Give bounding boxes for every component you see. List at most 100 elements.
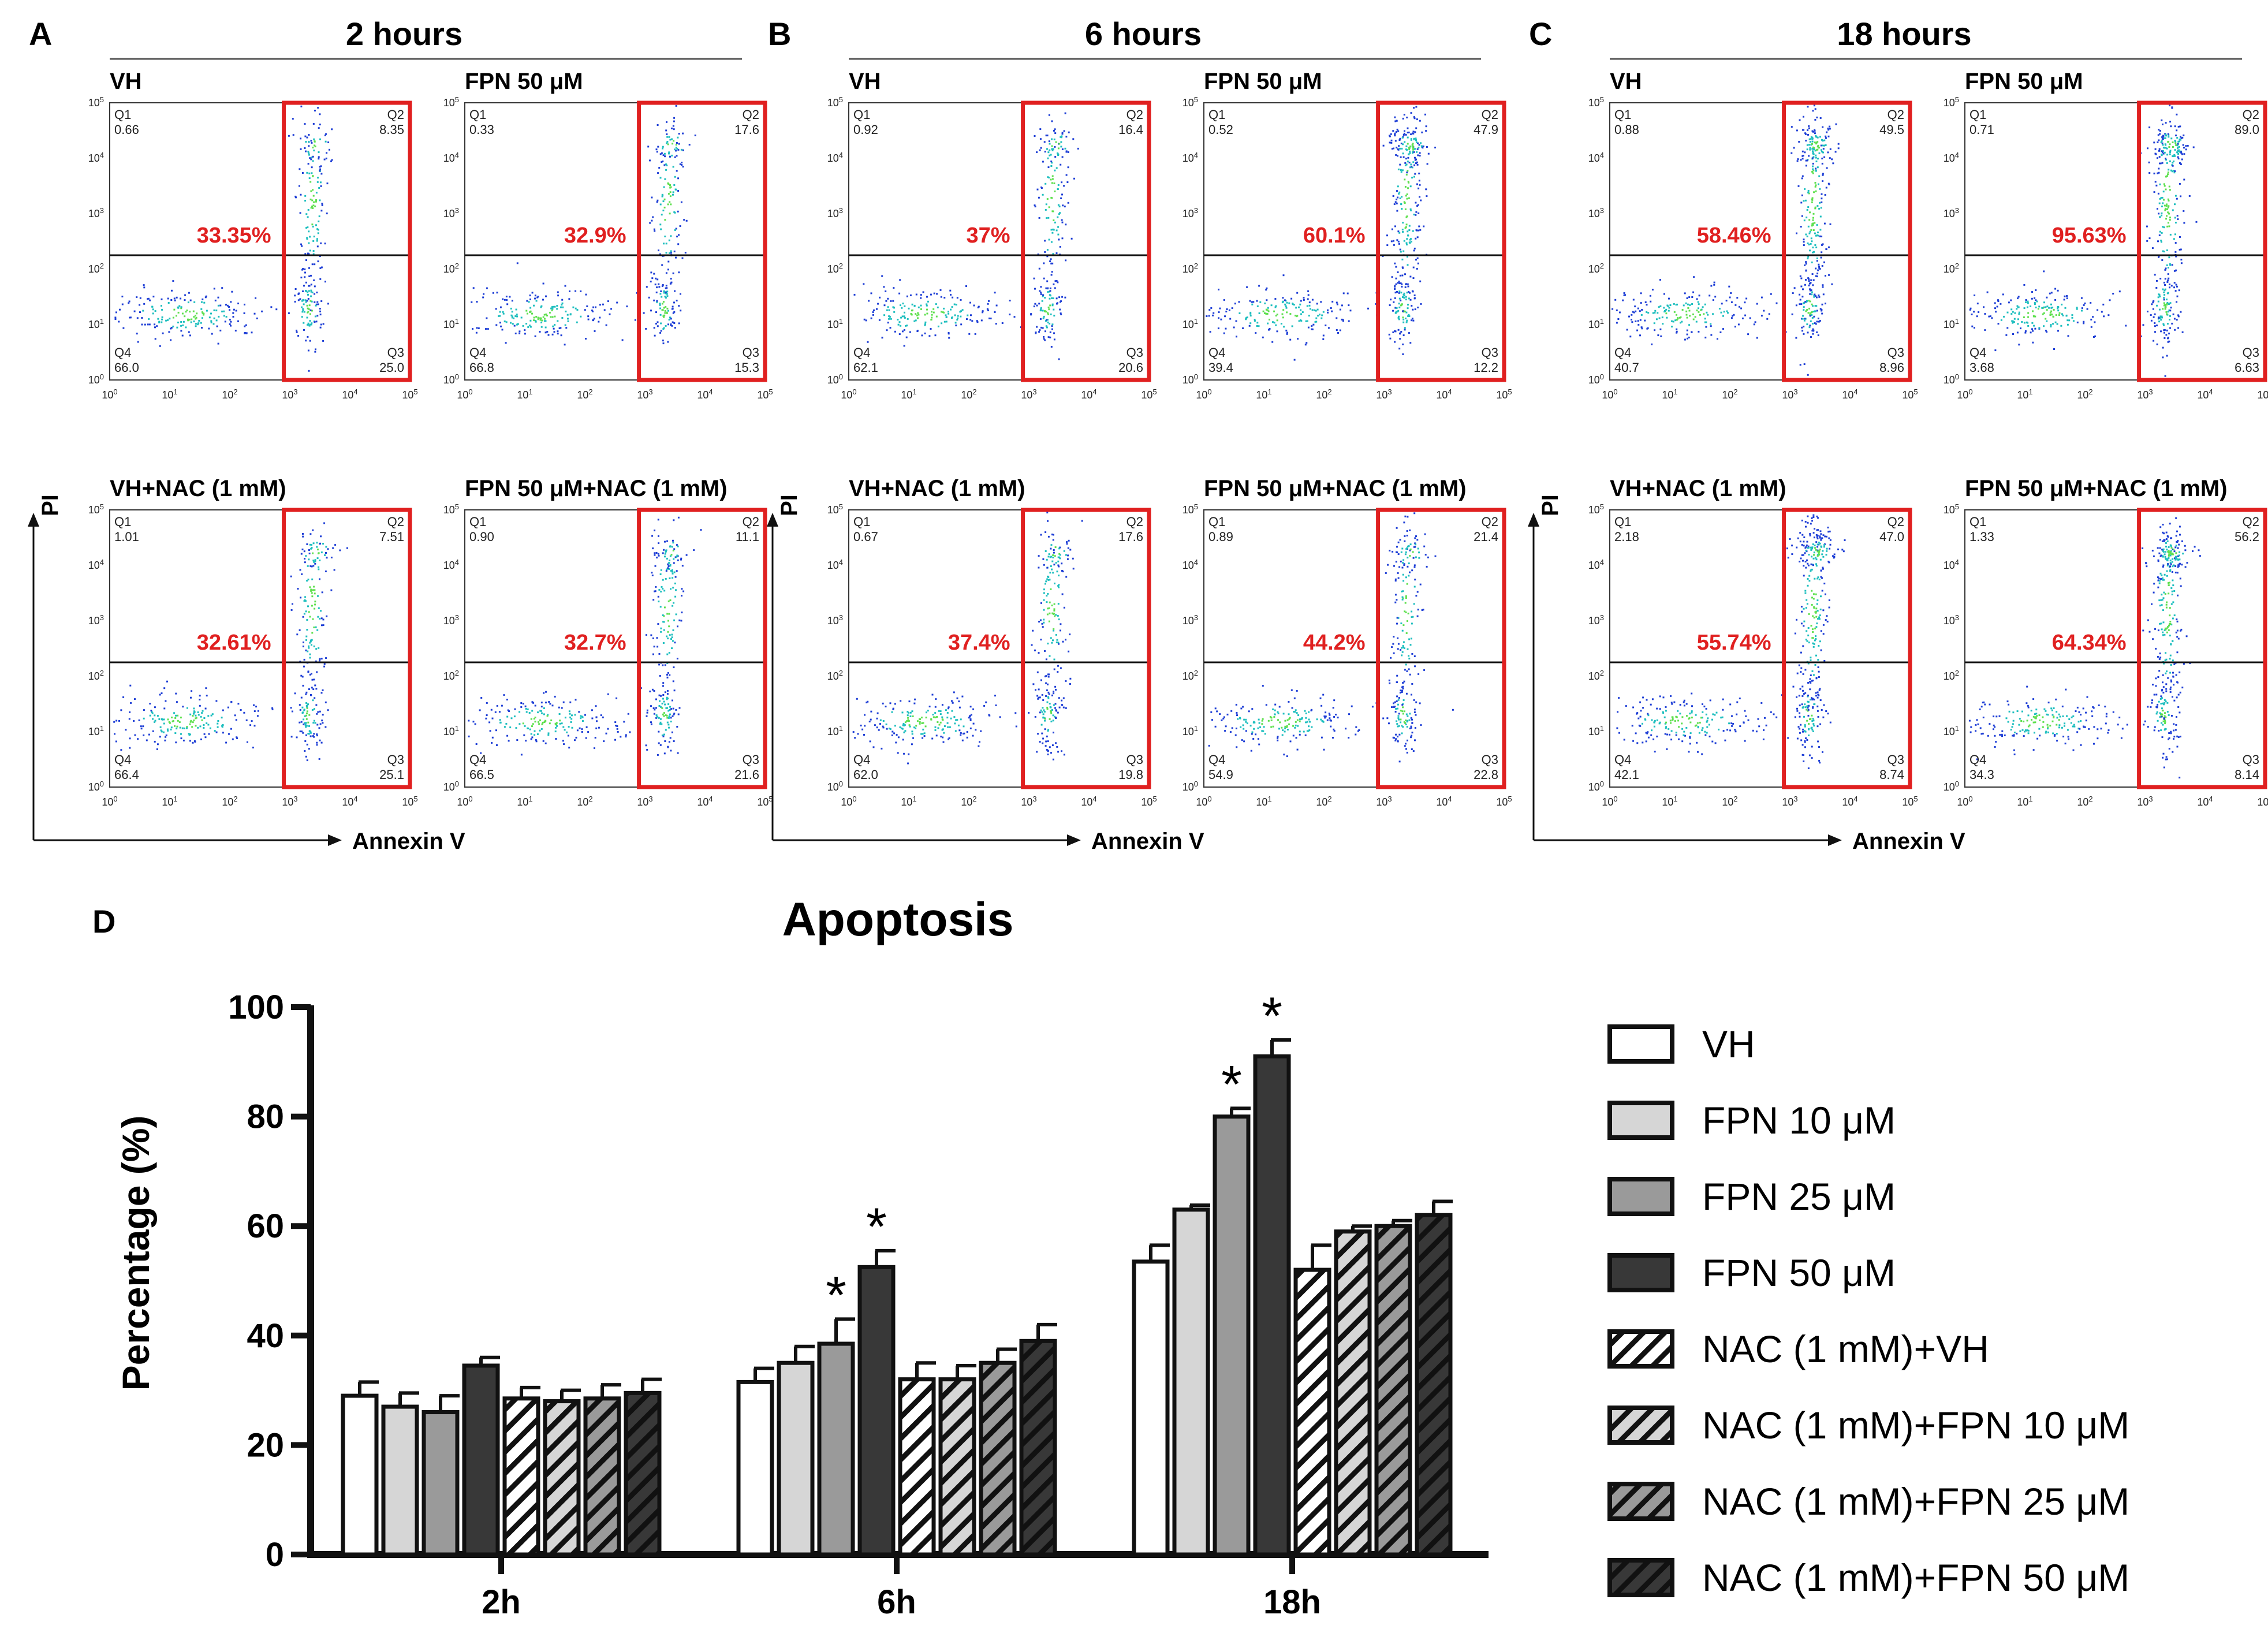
flow-event-dot (255, 297, 257, 299)
flow-event-dot (567, 318, 569, 320)
flow-event-dot (1061, 193, 1063, 196)
flow-event-dot (607, 300, 609, 303)
flow-event-dot (308, 145, 310, 147)
flow-event-dot (2125, 325, 2127, 327)
flow-event-dot (492, 292, 494, 294)
flow-event-dot (541, 723, 543, 725)
flow-event-dot (1812, 156, 1815, 158)
flow-event-dot (598, 726, 600, 729)
flow-event-dot (301, 245, 303, 247)
flow-event-dot (662, 194, 664, 196)
flow-event-dot (543, 707, 545, 709)
flow-event-dot (508, 710, 510, 713)
flow-event-dot (161, 305, 162, 307)
flow-event-dot (1416, 205, 1419, 207)
y-tick-label: 103 (443, 206, 459, 220)
flow-event-dot (304, 276, 306, 278)
flow-event-dot (680, 148, 682, 151)
flow-event-dot (1401, 547, 1404, 550)
flow-event-dot (1402, 353, 1404, 355)
flow-event-dot (1045, 287, 1047, 289)
flow-event-dot (313, 201, 315, 203)
flow-event-dot (1400, 721, 1402, 724)
flow-event-dot (1737, 323, 1740, 326)
flow-event-dot (1394, 120, 1397, 122)
flow-event-dot (1308, 315, 1310, 317)
flow-event-dot (2174, 242, 2177, 244)
flow-event-dot (1245, 318, 1247, 320)
flow-event-dot (1618, 311, 1621, 314)
flow-event-dot (1305, 721, 1307, 724)
flow-event-dot (890, 300, 892, 302)
flow-event-dot (1823, 144, 1825, 147)
flow-event-dot (1272, 708, 1274, 710)
flow-event-dot (555, 738, 557, 740)
flow-event-dot (673, 250, 676, 252)
flow-event-dot (1744, 301, 1746, 304)
flow-event-dot (1275, 324, 1277, 326)
flow-event-dot (143, 303, 146, 305)
flow-event-dot (1809, 147, 1811, 149)
flow-event-dot (554, 695, 556, 698)
flow-event-dot (666, 721, 669, 724)
flow-event-dot (2158, 320, 2161, 323)
flow-event-dot (215, 319, 218, 322)
flow-event-dot (1060, 623, 1062, 625)
flow-event-dot (1336, 301, 1338, 304)
flow-event-dot (1032, 629, 1034, 632)
flow-event-dot (316, 245, 319, 248)
flow-event-dot (661, 707, 663, 709)
flow-event-dot (1402, 646, 1405, 648)
flow-event-dot (680, 293, 681, 295)
flow-event-dot (551, 316, 554, 318)
flow-event-dot (1219, 307, 1221, 310)
flow-event-dot (314, 562, 316, 565)
flow-event-dot (663, 164, 666, 166)
flow-event-dot (885, 300, 887, 302)
flow-event-dot (1403, 721, 1405, 723)
flow-event-dot (1058, 553, 1061, 555)
flow-event-dot (311, 141, 313, 144)
flow-event-dot (1808, 144, 1811, 146)
flow-event-dot (1415, 214, 1417, 216)
flow-event-dot (1791, 313, 1793, 315)
flow-event-dot (906, 295, 908, 297)
q1-value: 0.33 (469, 122, 494, 137)
flow-event-dot (1406, 670, 1408, 672)
flow-event-dot (566, 314, 569, 316)
flow-event-dot (1819, 235, 1821, 237)
flow-event-dot (1824, 194, 1826, 196)
x-tick-exponent: 5 (1508, 387, 1512, 396)
flow-event-dot (1416, 591, 1419, 593)
flow-event-dot (489, 730, 491, 732)
flow-event-dot (1055, 641, 1058, 643)
flow-event-dot (1045, 583, 1046, 585)
x-tick-label: 103 (1021, 387, 1036, 401)
flow-event-dot (1051, 262, 1054, 264)
flow-event-dot (1686, 329, 1688, 331)
flow-event-dot (1231, 727, 1233, 729)
flow-event-dot (931, 737, 934, 740)
flow-event-dot (1404, 535, 1406, 537)
flow-event-dot (1040, 602, 1042, 604)
flow-event-dot (1046, 706, 1049, 709)
flow-event-dot (245, 332, 248, 334)
flow-event-dot (950, 717, 952, 720)
flow-event-dot (152, 296, 155, 298)
flow-event-dot (187, 301, 189, 304)
flow-event-dot (921, 334, 923, 337)
flow-event-dot (1045, 531, 1047, 534)
flow-event-dot (663, 152, 666, 155)
flow-event-dot (1206, 315, 1208, 317)
flow-event-dot (2090, 301, 2092, 304)
flow-event-dot (502, 298, 504, 300)
flow-event-dot (1404, 553, 1407, 556)
flow-event-dot (666, 676, 669, 679)
q4-name: Q4 (114, 345, 131, 360)
flow-event-dot (2174, 222, 2177, 223)
flow-event-dot (307, 163, 309, 165)
flow-event-dot (1329, 717, 1331, 720)
flow-event-dot (1057, 603, 1060, 605)
flow-event-dot (1345, 728, 1347, 730)
flow-event-dot (316, 629, 319, 631)
